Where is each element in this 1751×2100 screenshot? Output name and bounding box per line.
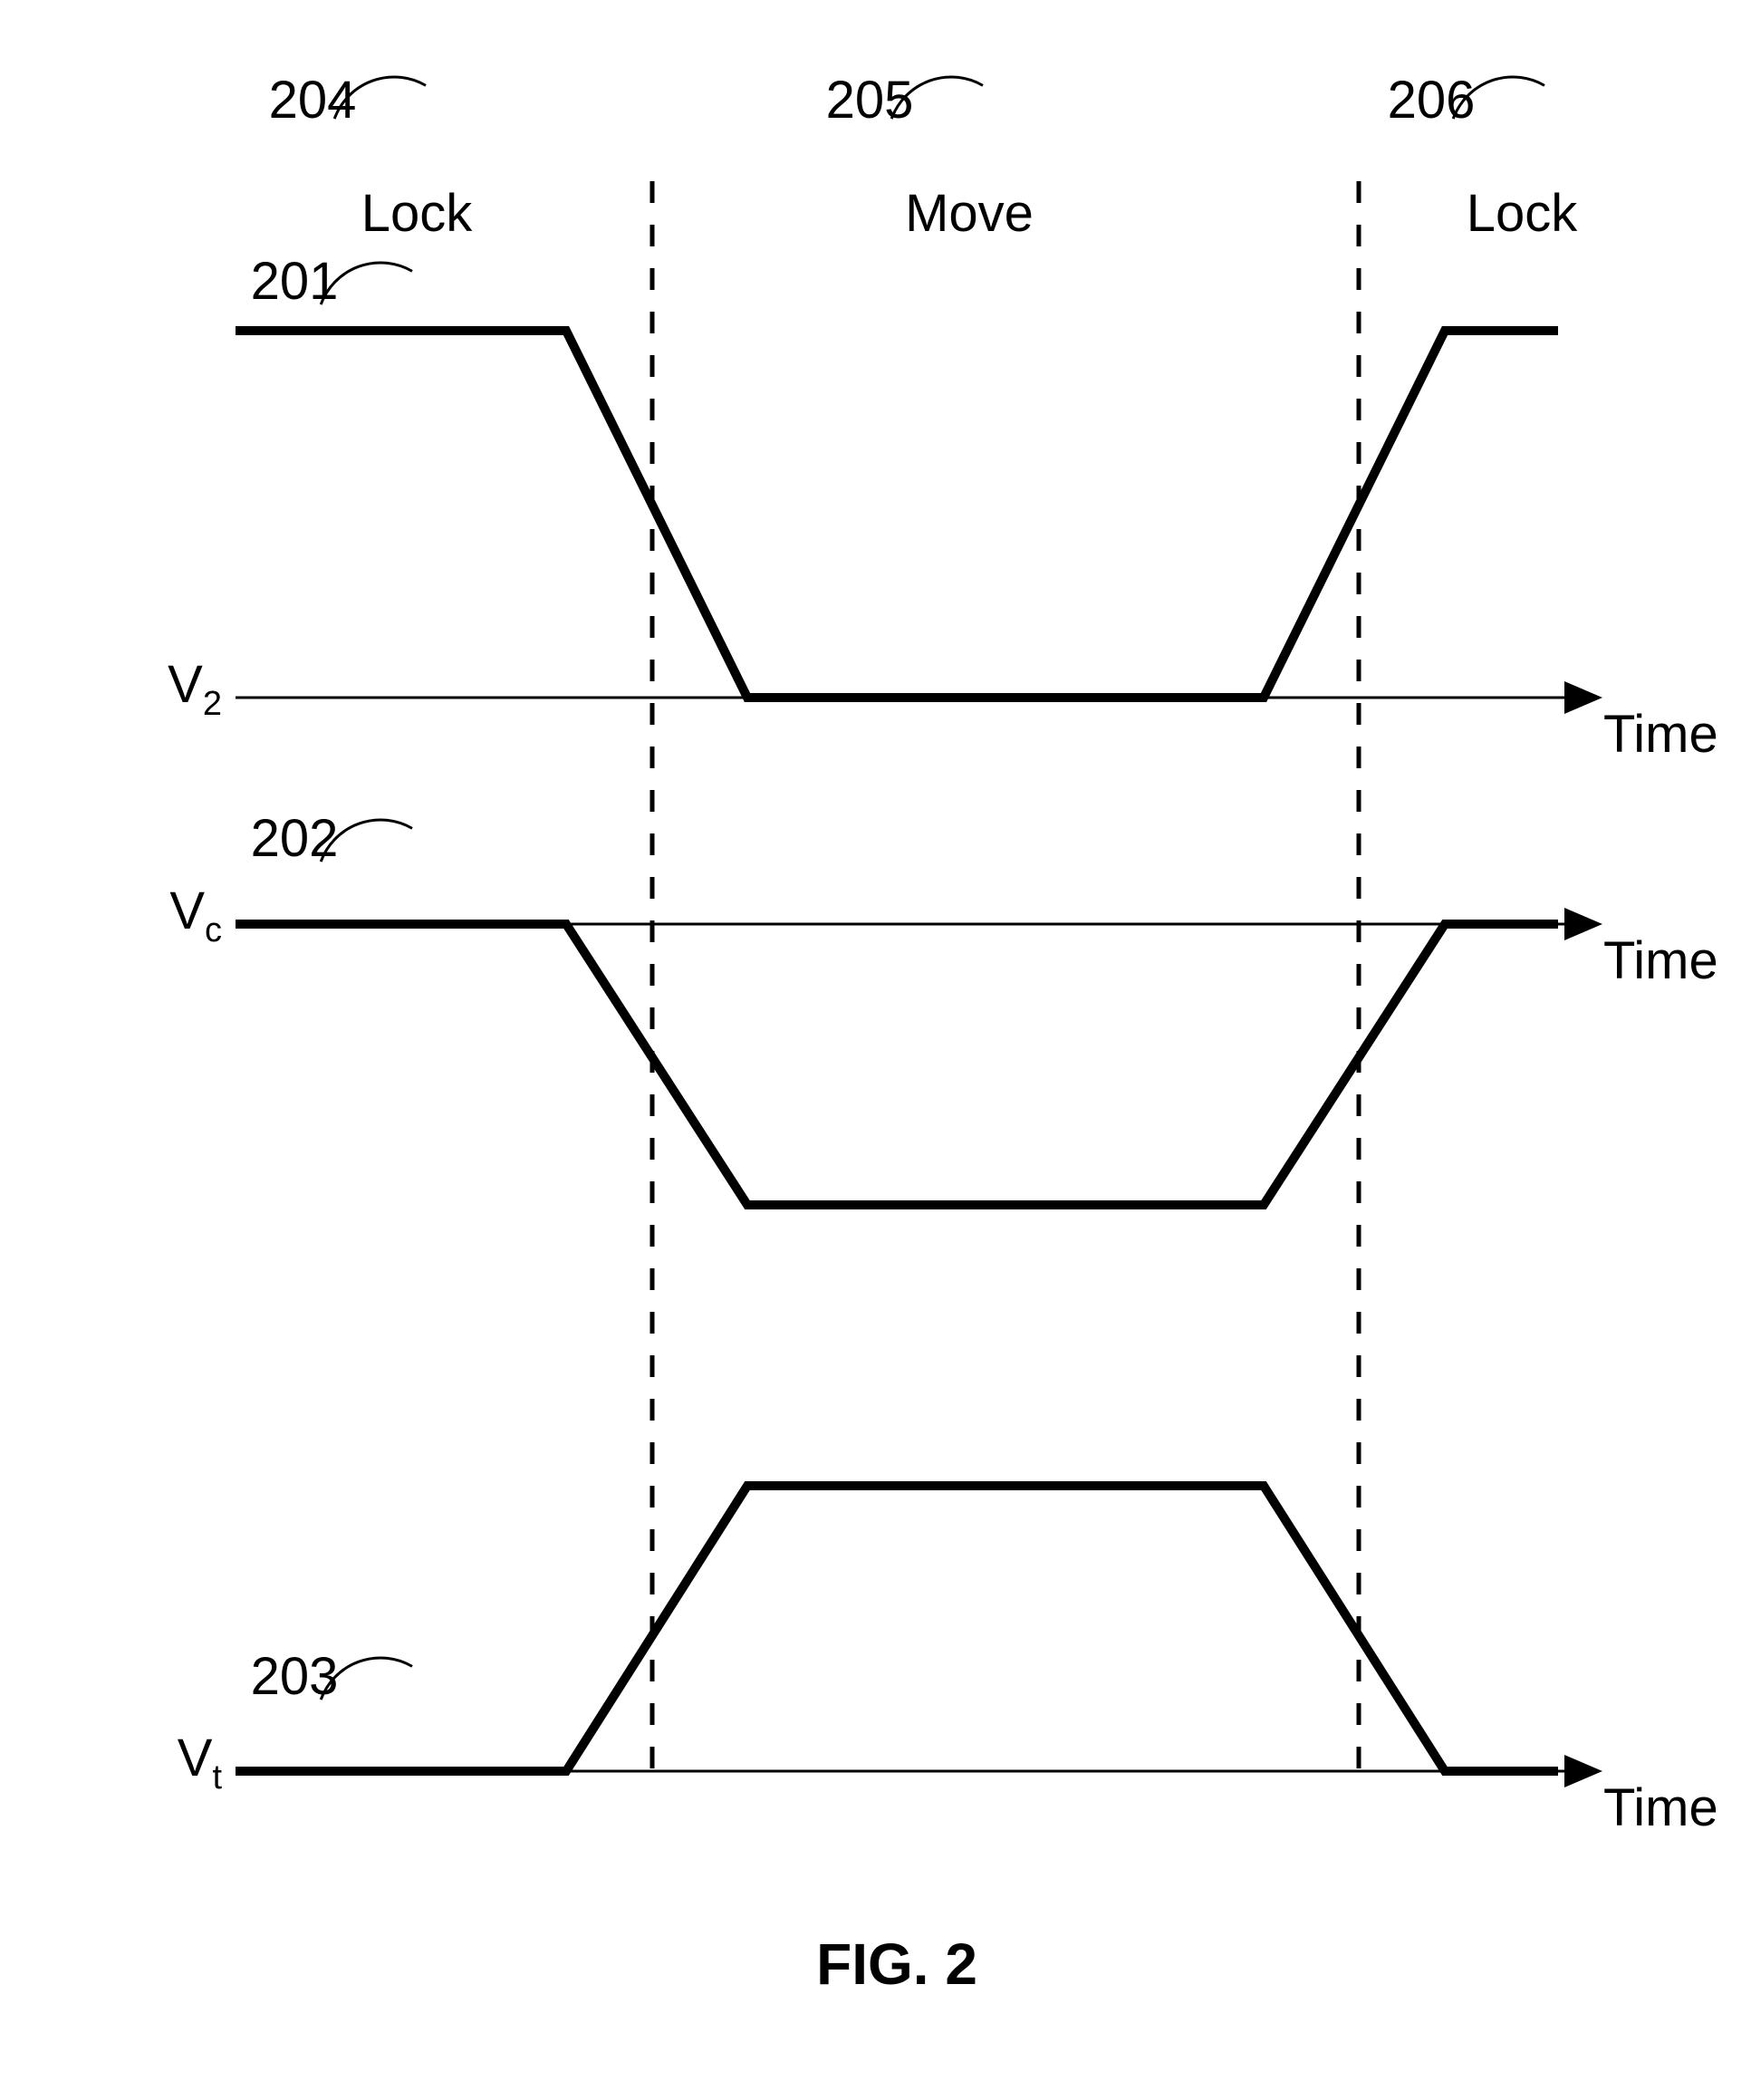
time-axis-label-vt: Time [1603,1778,1718,1837]
phase-label-lock2: Lock [1467,184,1579,243]
signal-ylabel-v2: V2 [168,655,222,723]
signal-ref-v2: 201 [251,252,339,311]
time-axis-label-v2: Time [1603,705,1718,764]
time-axis-label-vc: Time [1603,931,1718,990]
phase-label-lock1: Lock [361,184,474,243]
figure-caption: FIG. 2 [816,1931,977,1997]
signal-ref-vc: 202 [251,809,339,868]
phase-ref-lock2: 206 [1388,71,1476,130]
signal-ylabel-vt: Vt [178,1729,223,1797]
phase-label-move: Move [905,184,1034,243]
signal-ref-vt: 203 [251,1647,339,1706]
phase-ref-lock1: 204 [269,71,357,130]
waveform-v2 [236,331,1558,698]
signal-ylabel-vc: Vc [169,881,222,949]
phase-ref-move: 205 [826,71,914,130]
